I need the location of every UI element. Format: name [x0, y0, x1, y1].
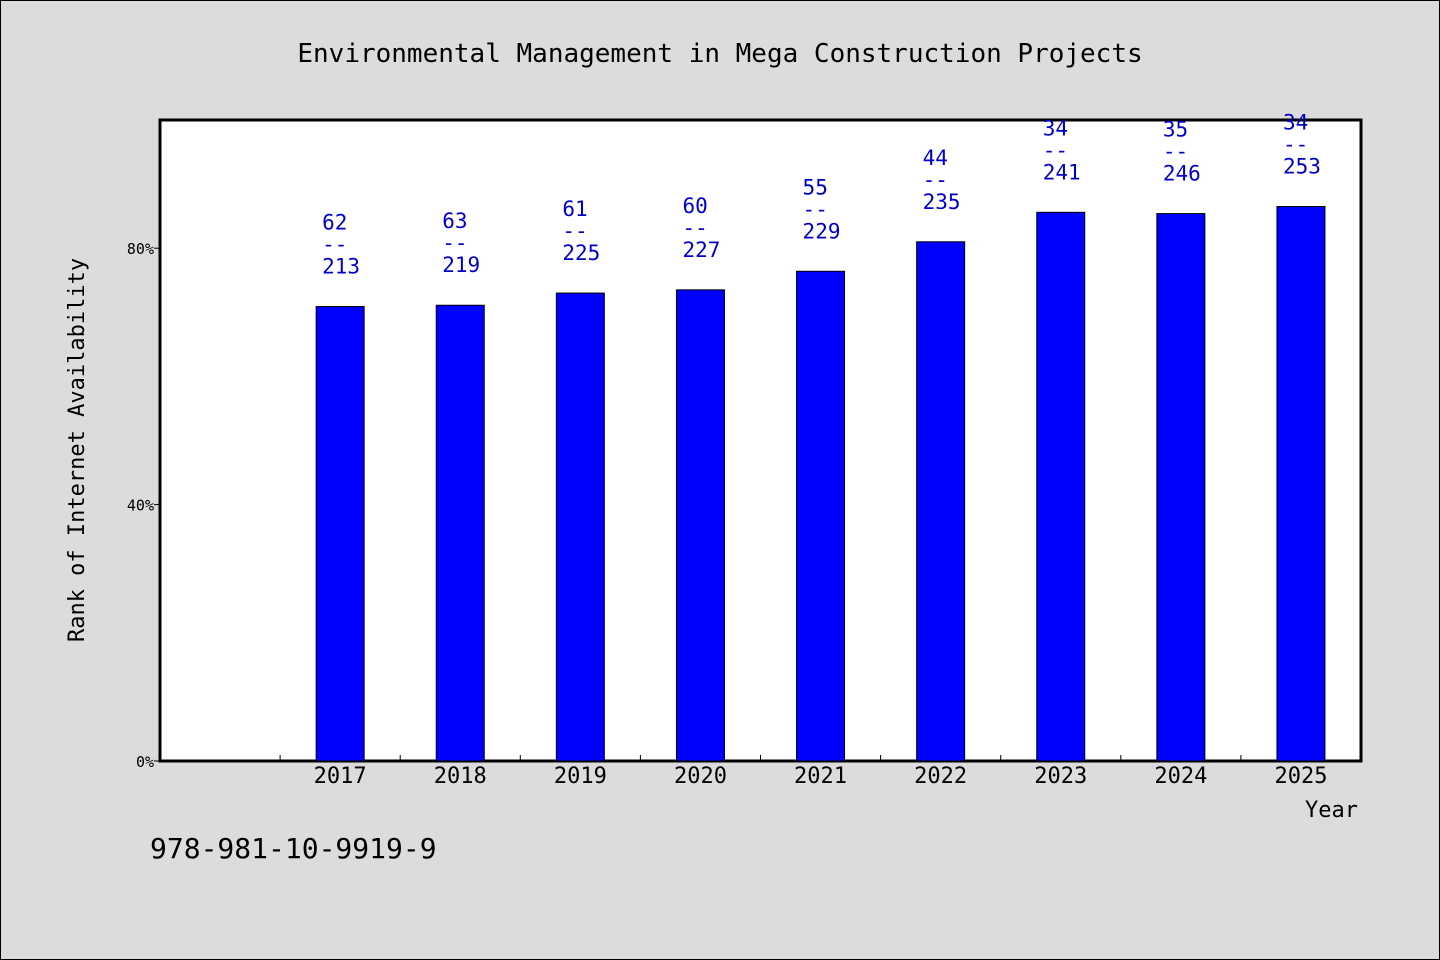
data-label-separator: --	[1043, 138, 1068, 162]
data-label-top: 34	[1043, 116, 1068, 140]
data-label-separator: --	[682, 216, 707, 240]
x-tick-label: 2023	[1034, 764, 1087, 789]
x-tick-label: 2020	[674, 764, 727, 789]
bar	[916, 241, 966, 762]
bar	[315, 306, 365, 762]
data-label-bottom: 241	[1043, 160, 1081, 184]
data-label-top: 55	[803, 175, 828, 199]
x-tick-label: 2024	[1154, 764, 1207, 789]
bar	[1036, 211, 1086, 762]
x-tick-label: 2018	[434, 764, 487, 789]
data-label-top: 62	[322, 211, 347, 235]
bar	[675, 289, 725, 762]
bar	[435, 304, 485, 762]
data-label-top: 34	[1283, 111, 1308, 135]
bar	[555, 292, 605, 762]
x-tick-label: 2021	[794, 764, 847, 789]
x-axis-label: Year	[1305, 798, 1358, 823]
data-label-bottom: 219	[442, 253, 480, 277]
y-tick-label: 40%	[127, 497, 154, 515]
x-tick-label: 2019	[554, 764, 607, 789]
data-label-separator: --	[923, 168, 948, 192]
x-tick-label: 2017	[314, 764, 367, 789]
data-label-separator: --	[1163, 140, 1188, 164]
data-label-top: 63	[442, 209, 467, 233]
data-label-top: 61	[562, 197, 587, 221]
data-label-bottom: 253	[1283, 155, 1321, 179]
data-label-top: 60	[682, 194, 707, 218]
y-tick-label: 0%	[136, 753, 154, 771]
bar	[1156, 213, 1206, 762]
data-label-bottom: 235	[923, 190, 961, 214]
bar	[1276, 206, 1326, 762]
ticks-layer: 0% 40% 80%	[127, 240, 1242, 771]
data-label-separator: --	[562, 219, 587, 243]
data-label-separator: --	[322, 233, 347, 257]
data-label-separator: --	[442, 231, 467, 255]
data-label-separator: --	[803, 197, 828, 221]
isbn-note: 978-981-10-9919-9	[150, 832, 437, 865]
data-label-bottom: 227	[682, 238, 720, 262]
x-tick-label: 2022	[914, 764, 967, 789]
data-label-bottom: 229	[803, 219, 841, 243]
data-label-top: 35	[1163, 118, 1188, 142]
bars-layer	[315, 206, 1326, 762]
data-label-bottom: 225	[562, 241, 600, 265]
y-tick-label: 80%	[127, 240, 154, 258]
labels-layer: 201762--213201863--219201961--225202060-…	[314, 111, 1328, 789]
data-label-bottom: 213	[322, 255, 360, 279]
chart-title: Environmental Management in Mega Constru…	[297, 39, 1142, 69]
x-tick-label: 2025	[1274, 764, 1327, 789]
data-label-top: 44	[923, 146, 948, 170]
data-label-bottom: 246	[1163, 162, 1201, 186]
data-label-separator: --	[1283, 133, 1308, 157]
bar	[796, 270, 846, 762]
y-axis-label: Rank of Internet Availability	[65, 258, 90, 642]
